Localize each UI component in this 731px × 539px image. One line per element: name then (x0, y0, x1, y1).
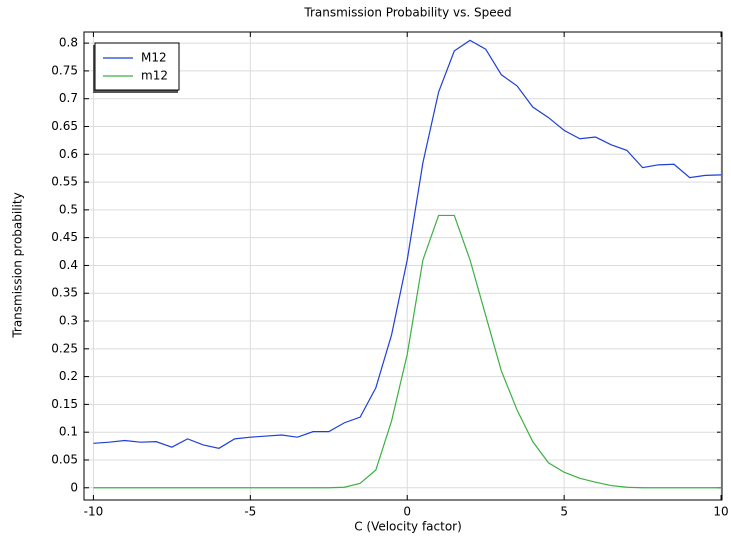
x-axis-label: C (Velocity factor) (354, 520, 462, 534)
x-tick-label: 10 (713, 505, 728, 519)
y-tick-label: 0.05 (51, 452, 78, 466)
chart-title: Transmission Probability vs. Speed (303, 6, 511, 20)
x-tick-label: -5 (244, 505, 256, 519)
plot-frame (83, 31, 723, 501)
x-tick-label: -10 (84, 505, 104, 519)
legend-label: m12 (141, 69, 168, 83)
y-tick-label: 0.65 (51, 119, 78, 133)
y-tick-label: 0.5 (59, 202, 78, 216)
y-tick-label: 0.35 (51, 286, 78, 300)
y-tick-label: 0.4 (59, 258, 78, 272)
y-tick-label: 0.55 (51, 175, 78, 189)
y-tick-label: 0.25 (51, 341, 78, 355)
series-line (93, 214, 722, 489)
y-tick-label: 0.15 (51, 397, 78, 411)
x-tick-label: 0 (403, 505, 411, 519)
series-line (93, 39, 722, 449)
y-tick-label: 0.7 (59, 91, 78, 105)
x-tick-label: 5 (560, 505, 568, 519)
legend-box (94, 42, 180, 91)
y-tick-label: 0.3 (59, 314, 78, 328)
legend-label: M12 (141, 51, 167, 65)
y-tick-label: 0.75 (51, 63, 78, 77)
y-axis-label: Transmission probability (11, 192, 25, 338)
y-tick-label: 0.45 (51, 230, 78, 244)
y-tick-label: 0 (70, 480, 78, 494)
y-tick-label: 0.1 (59, 425, 78, 439)
y-tick-label: 0.2 (59, 369, 78, 383)
y-tick-label: 0.8 (59, 36, 78, 50)
y-tick-label: 0.6 (59, 147, 78, 161)
